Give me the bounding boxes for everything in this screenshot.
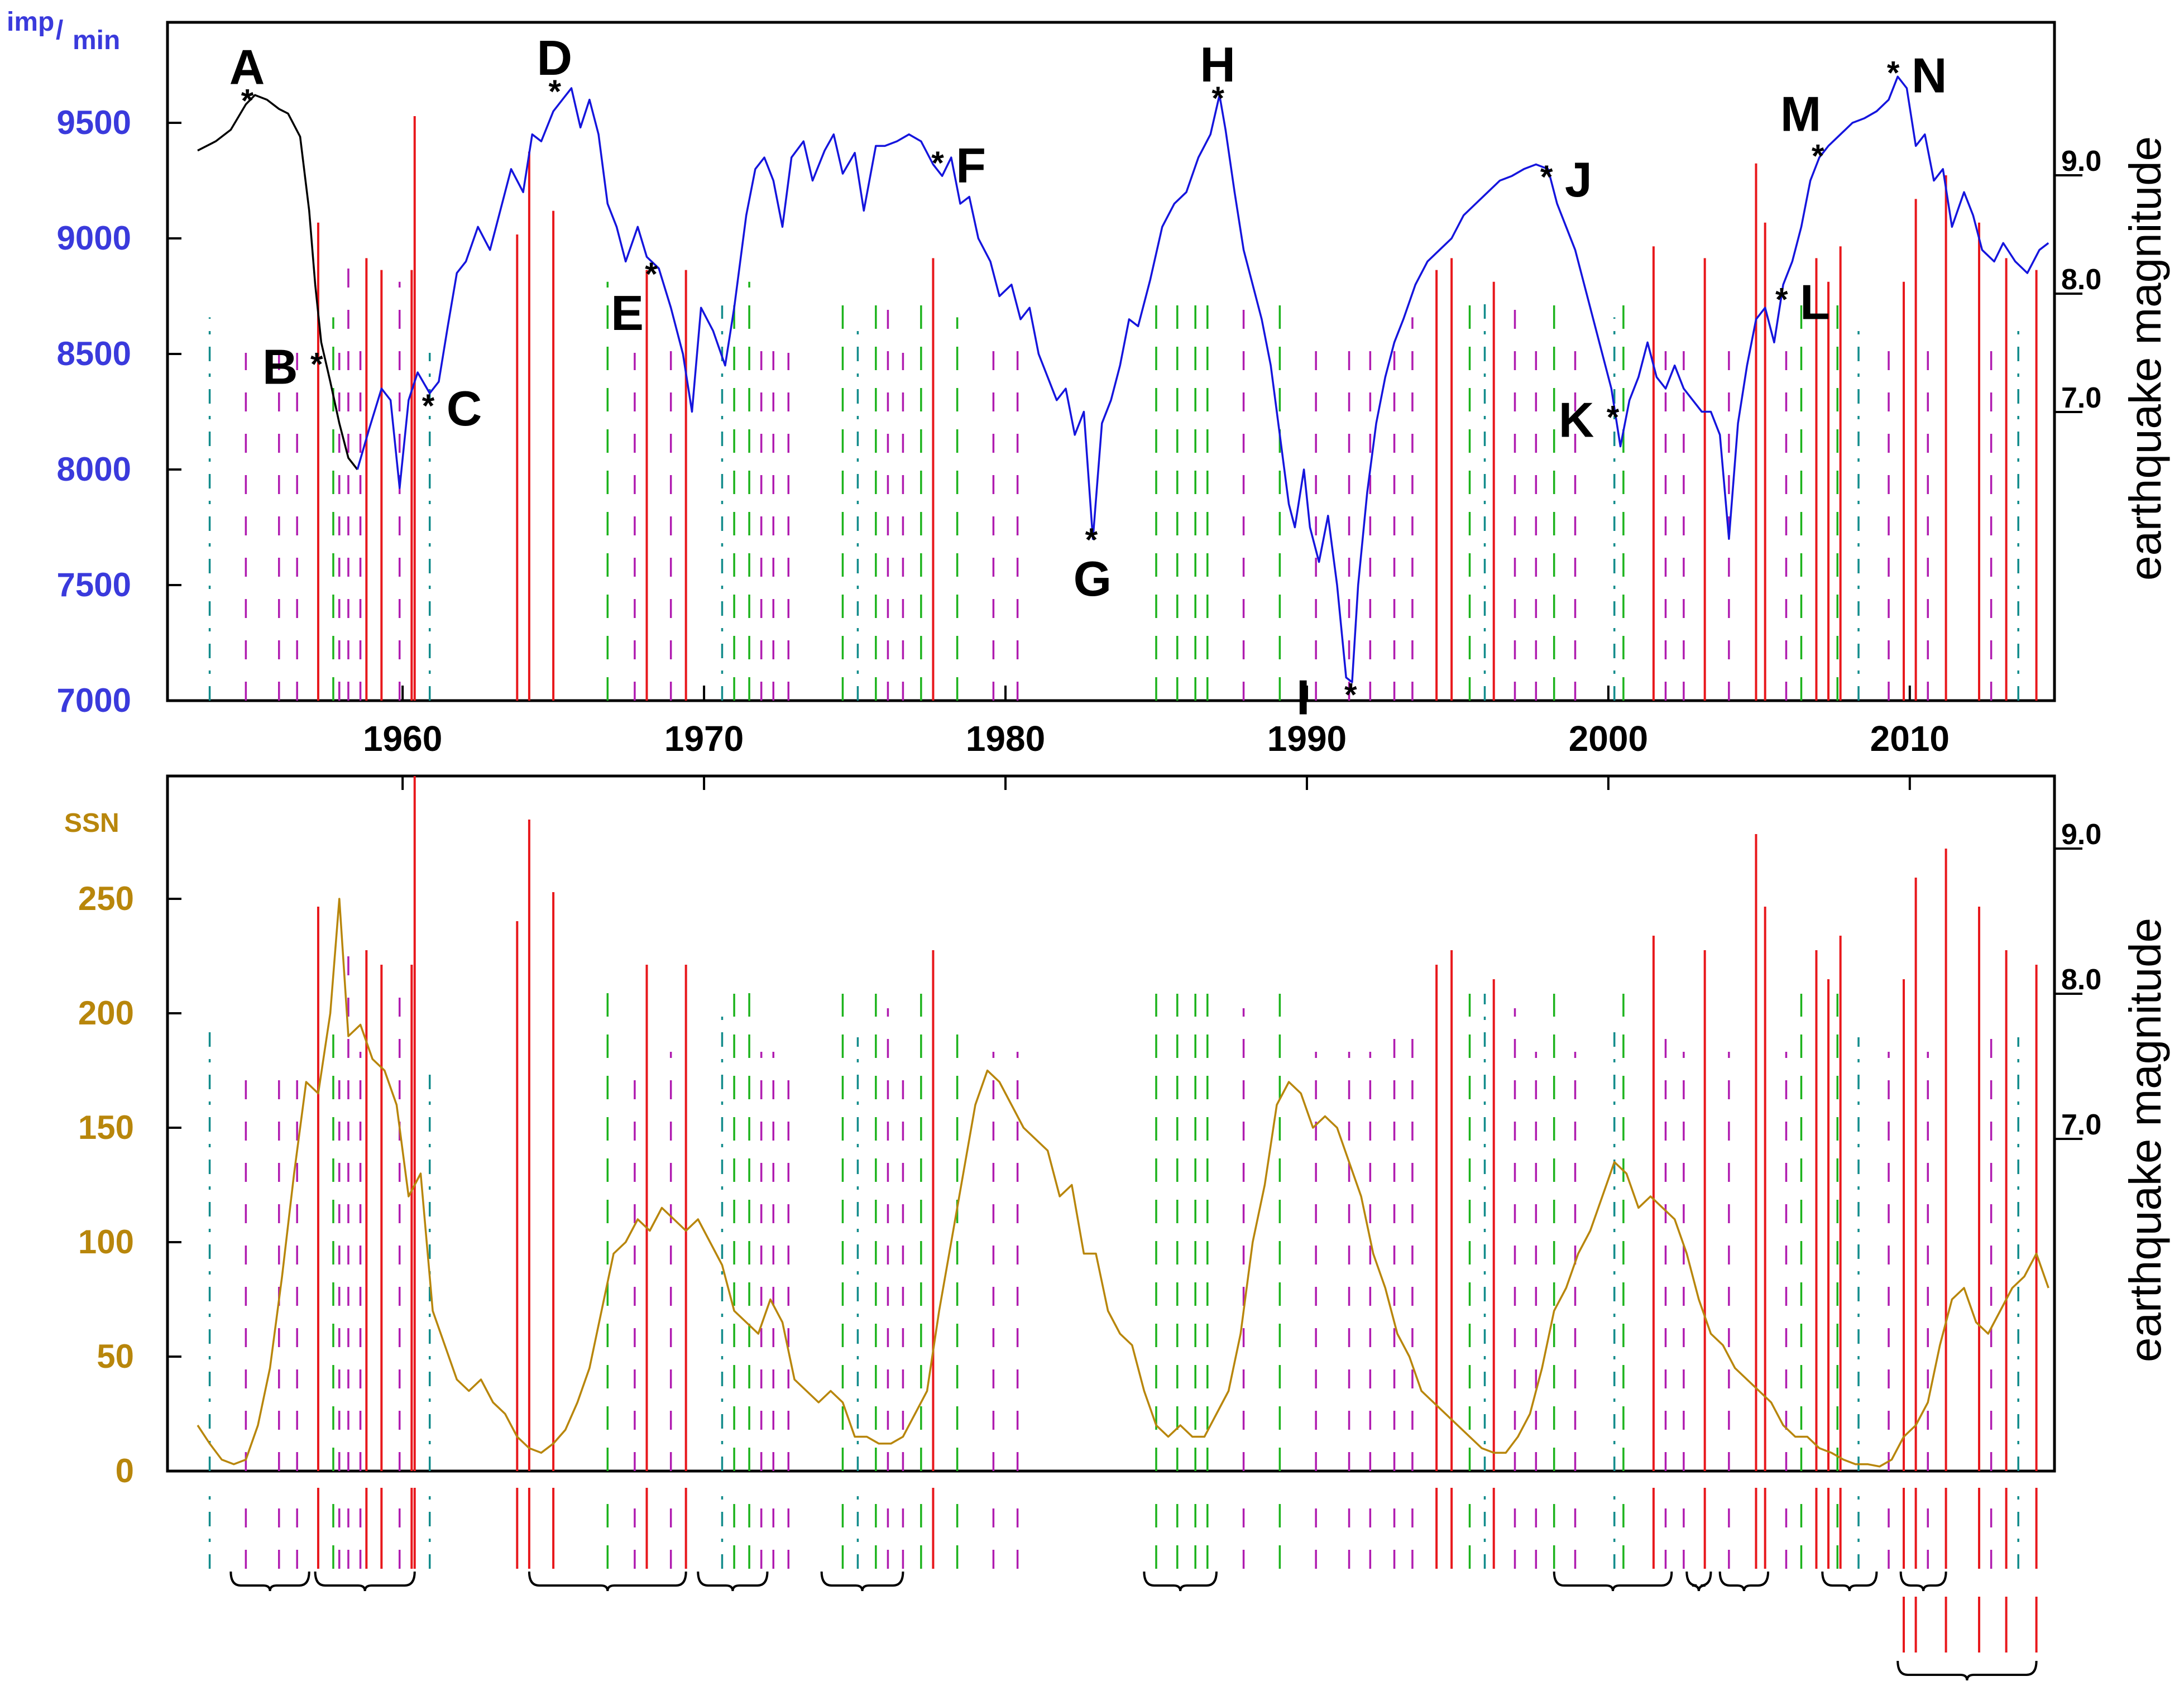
bottom-y-title: SSN <box>64 808 119 838</box>
cluster-bracket <box>1899 1571 1947 1592</box>
top-y-title-imp: imp <box>7 7 54 37</box>
marker-label: N <box>1912 48 1947 103</box>
bottom-panel-frame <box>166 774 2056 1473</box>
top-axes: 1960 1970 1980 1990 2000 2010 7000 7500 8000 8500… <box>57 104 2101 790</box>
cluster-area <box>208 1488 2038 1681</box>
x-tick-label: 1990 <box>1267 719 1347 759</box>
top-markers: *A*B* C*D*E* F*G*H*I* J*K* L*M* N <box>229 30 1947 725</box>
marker-asterisk: * <box>1812 138 1824 175</box>
marker-asterisk: * <box>931 145 944 181</box>
top-y-title-slash: / <box>56 16 63 45</box>
top-y-tick-label: 8500 <box>57 335 131 372</box>
marker-label: B <box>262 339 298 394</box>
cluster-bracket <box>1821 1571 1878 1592</box>
sunspot-series-0 <box>197 898 2049 1468</box>
marker-label: J <box>1565 152 1592 207</box>
bottom-panel: 0 50 100 150 200 250 7.0 8.0 9.0 SSN earthquake … <box>64 774 2170 1489</box>
marker-label: E <box>611 285 644 341</box>
marker-label: D <box>537 30 573 85</box>
x-tick-label: 1970 <box>664 719 744 759</box>
bottom-series <box>197 898 2049 1468</box>
marker-asterisk: * <box>645 256 658 293</box>
marker-asterisk: * <box>1211 80 1224 117</box>
top-earthquake-lines <box>208 116 2038 701</box>
cluster-bracket <box>1896 1660 2038 1681</box>
marker-label: K <box>1559 392 1594 448</box>
marker-label: F <box>956 138 986 193</box>
top-y-title-min: min <box>73 26 120 55</box>
marker-asterisk: * <box>241 83 254 119</box>
cluster-bracket <box>1685 1571 1712 1592</box>
marker-asterisk: * <box>1775 281 1788 318</box>
top-panel: *A*B* C*D*E* F*G*H*I* J*K* L*M* N 1960 1970 198… <box>7 7 2170 790</box>
bottom-y-tick-label: 100 <box>78 1223 134 1261</box>
bottom-y-tick-label: 250 <box>78 880 134 917</box>
marker-asterisk: * <box>1607 400 1620 436</box>
top-y-tick-label: 7500 <box>57 566 131 603</box>
marker-asterisk: * <box>310 346 323 382</box>
top-mag-tick-label: 7.0 <box>2061 382 2101 414</box>
bottom-earthquake-lines <box>208 776 2038 1471</box>
bottom-y-tick-label: 0 <box>116 1452 134 1489</box>
marker-asterisk: * <box>1887 55 1900 92</box>
top-mag-tick-label: 9.0 <box>2061 145 2101 178</box>
marker-label: A <box>229 39 265 94</box>
marker-label: L <box>1800 274 1830 329</box>
marker-asterisk: * <box>1540 159 1553 195</box>
x-tick-label: 2010 <box>1870 719 1950 759</box>
cluster-bracket <box>697 1571 769 1592</box>
bottom-right-axis-title: earthquake magnitude <box>2120 918 2170 1362</box>
bottom-axes: 0 50 100 150 200 250 7.0 8.0 9.0 <box>78 818 2101 1489</box>
marker-asterisk: * <box>549 74 562 110</box>
cosmic-ray-series-1 <box>356 75 2049 683</box>
marker-asterisk: * <box>1344 677 1357 713</box>
marker-label: M <box>1780 87 1821 142</box>
top-y-tick-label: 8000 <box>57 451 131 488</box>
bottom-y-tick-label: 200 <box>78 994 134 1032</box>
bottom-mag-tick-label: 8.0 <box>2061 964 2101 996</box>
top-y-tick-label: 7000 <box>57 682 131 719</box>
top-y-tick-label: 9000 <box>57 219 131 257</box>
cluster-brackets <box>229 1571 2038 1681</box>
x-tick-label: 2000 <box>1569 719 1648 759</box>
marker-label: C <box>447 381 482 436</box>
cluster-bracket <box>229 1571 310 1592</box>
bottom-y-tick-label: 150 <box>78 1109 134 1146</box>
marker-asterisk: * <box>1085 522 1098 558</box>
marker-asterisk: * <box>422 388 435 424</box>
cluster-bracket <box>528 1571 687 1592</box>
cluster-bracket <box>1553 1571 1673 1592</box>
bottom-mag-tick-label: 9.0 <box>2061 818 2101 851</box>
cluster-earthquake-lines <box>208 1488 2038 1653</box>
cosmic-ray-series-0 <box>197 94 358 471</box>
x-tick-label: 1960 <box>363 719 442 759</box>
bottom-y-tick-label: 50 <box>97 1338 134 1375</box>
marker-label: G <box>1074 551 1112 606</box>
top-series <box>197 75 2049 683</box>
cluster-bracket <box>1143 1571 1218 1592</box>
x-tick-label: 1980 <box>966 719 1045 759</box>
top-panel-frame <box>166 21 2056 702</box>
cluster-bracket <box>314 1571 416 1592</box>
cluster-bracket <box>1718 1571 1770 1592</box>
cluster-bracket <box>820 1571 904 1592</box>
bottom-mag-tick-label: 7.0 <box>2061 1109 2101 1141</box>
marker-label: H <box>1200 37 1235 92</box>
top-right-axis-title: earthquake magnitude <box>2120 136 2170 581</box>
top-y-tick-label: 9500 <box>57 104 131 141</box>
top-mag-tick-label: 8.0 <box>2061 264 2101 296</box>
